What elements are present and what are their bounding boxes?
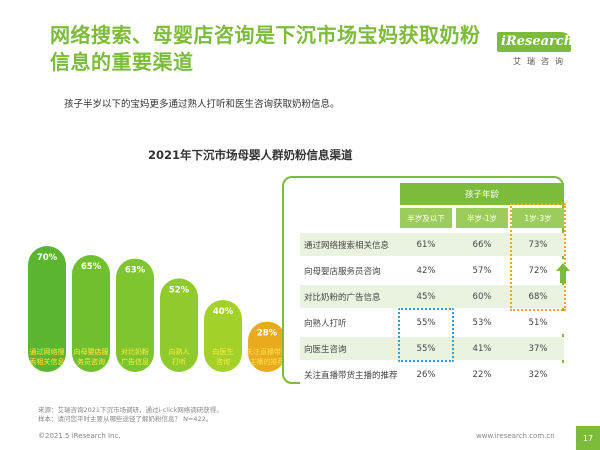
table-column-header: 半岁及以下	[400, 208, 452, 228]
table-cell: 41%	[472, 343, 492, 354]
table-cell: 57%	[472, 265, 492, 276]
table-cell: 51%	[528, 317, 548, 328]
bar-category-label: 咨询	[216, 357, 230, 366]
bar-category-label: 索相关信息	[30, 357, 65, 366]
bar-3	[116, 258, 154, 372]
highlight-box-blue	[398, 308, 454, 362]
page-title: 网络搜索、母婴店咨询是下沉市场宝妈获取奶粉信息的重要渠道	[50, 23, 481, 74]
table-row-label: 对比奶粉的广告信息	[304, 292, 381, 303]
logo-cn-text: 艾瑞咨询	[513, 57, 569, 66]
table-cell: 42%	[416, 265, 436, 276]
source-note: 来源：艾瑞咨询2021下沉市场调研，通过i-click网络调研获得。	[38, 406, 223, 414]
bar-category-label: 对比奶粉	[121, 347, 149, 356]
table-column-header: 半岁-1岁	[456, 208, 508, 228]
table-cell: 26%	[416, 369, 436, 380]
bar-4	[160, 278, 198, 372]
table-cell: 22%	[472, 369, 492, 380]
bar-value-label: 28%	[257, 329, 278, 339]
bar-value-label: 40%	[213, 307, 234, 317]
table-row-bg	[300, 363, 564, 386]
bar-category-label: 向母婴店服	[74, 347, 109, 356]
bar-1	[28, 246, 66, 372]
bar-category-label: 向医生	[213, 347, 234, 356]
table-cell: 53%	[472, 317, 492, 328]
table-row-label: 向母婴店服务员咨询	[304, 266, 381, 277]
sample-note: 样本：请问您平时主要从哪些途径了解奶粉信息？ N=422。	[38, 415, 213, 423]
page-number: 17	[576, 426, 600, 450]
table-cell: 73%	[528, 239, 548, 250]
table-row-bg	[300, 337, 564, 360]
highlight-box-orange	[510, 203, 566, 311]
table-cell: 55%	[416, 343, 436, 354]
table-row-label: 关注直播带货主播的推荐	[304, 370, 398, 381]
bar-category-label: 通过网络搜	[30, 347, 65, 356]
table-cell: 37%	[528, 343, 548, 354]
bar-value-label: 65%	[81, 262, 102, 272]
iresearch-logo: iResearch 艾瑞咨询	[497, 32, 574, 70]
table-header-group: 孩子年龄	[400, 183, 564, 205]
bar-6	[248, 321, 286, 372]
logo-text: iResearch	[501, 34, 574, 49]
table-row-label: 向医生咨询	[304, 344, 347, 355]
website: www.iresearch.com.cn	[476, 432, 555, 440]
table-row-label: 向熟人打听	[304, 318, 347, 329]
table-cell: 45%	[416, 291, 436, 302]
bar-category-label: 主播的推荐	[250, 357, 285, 366]
table-cell: 60%	[472, 291, 492, 302]
table-cell: 32%	[528, 369, 548, 380]
table-row-bg	[300, 233, 564, 256]
up-arrow-icon	[556, 263, 570, 283]
table-row-bg	[300, 259, 564, 282]
chart-title: 2021年下沉市场母婴人群奶粉信息渠道	[148, 148, 353, 162]
table-cell: 55%	[416, 317, 436, 328]
bar-category-label: 打听	[172, 357, 186, 366]
table-cell: 68%	[528, 291, 548, 302]
bar-category-label: 关注直播带货	[246, 347, 288, 356]
bar-value-label: 70%	[37, 253, 58, 263]
bar-category-label: 向熟人	[169, 347, 190, 356]
page-subtitle: 孩子半岁以下的宝妈更多通过熟人打听和医生咨询获取奶粉信息。	[64, 99, 340, 110]
bar-5	[204, 300, 242, 372]
table-cell: 61%	[416, 239, 436, 250]
bar-category-label: 务员咨询	[77, 357, 105, 366]
bar-2	[72, 255, 110, 372]
bar-value-label: 63%	[125, 266, 146, 276]
footer-source: 来源：艾瑞咨询2021下沉市场调研，通过i-click网络调研获得。 样本：请问…	[38, 406, 223, 424]
table-row-label: 通过网络搜索相关信息	[304, 240, 390, 251]
bar-value-label: 52%	[169, 285, 190, 295]
table-row-bg	[300, 311, 564, 334]
table-column-header: 1岁-3岁	[512, 208, 564, 228]
table-cell: 66%	[472, 239, 492, 250]
table-row-bg	[300, 285, 564, 308]
copyright: ©2021.5 iResearch Inc.	[38, 432, 121, 440]
bar-category-label: 广告信息	[121, 357, 149, 366]
table-cell: 72%	[528, 265, 548, 276]
logo-badge: iResearch	[497, 32, 574, 52]
